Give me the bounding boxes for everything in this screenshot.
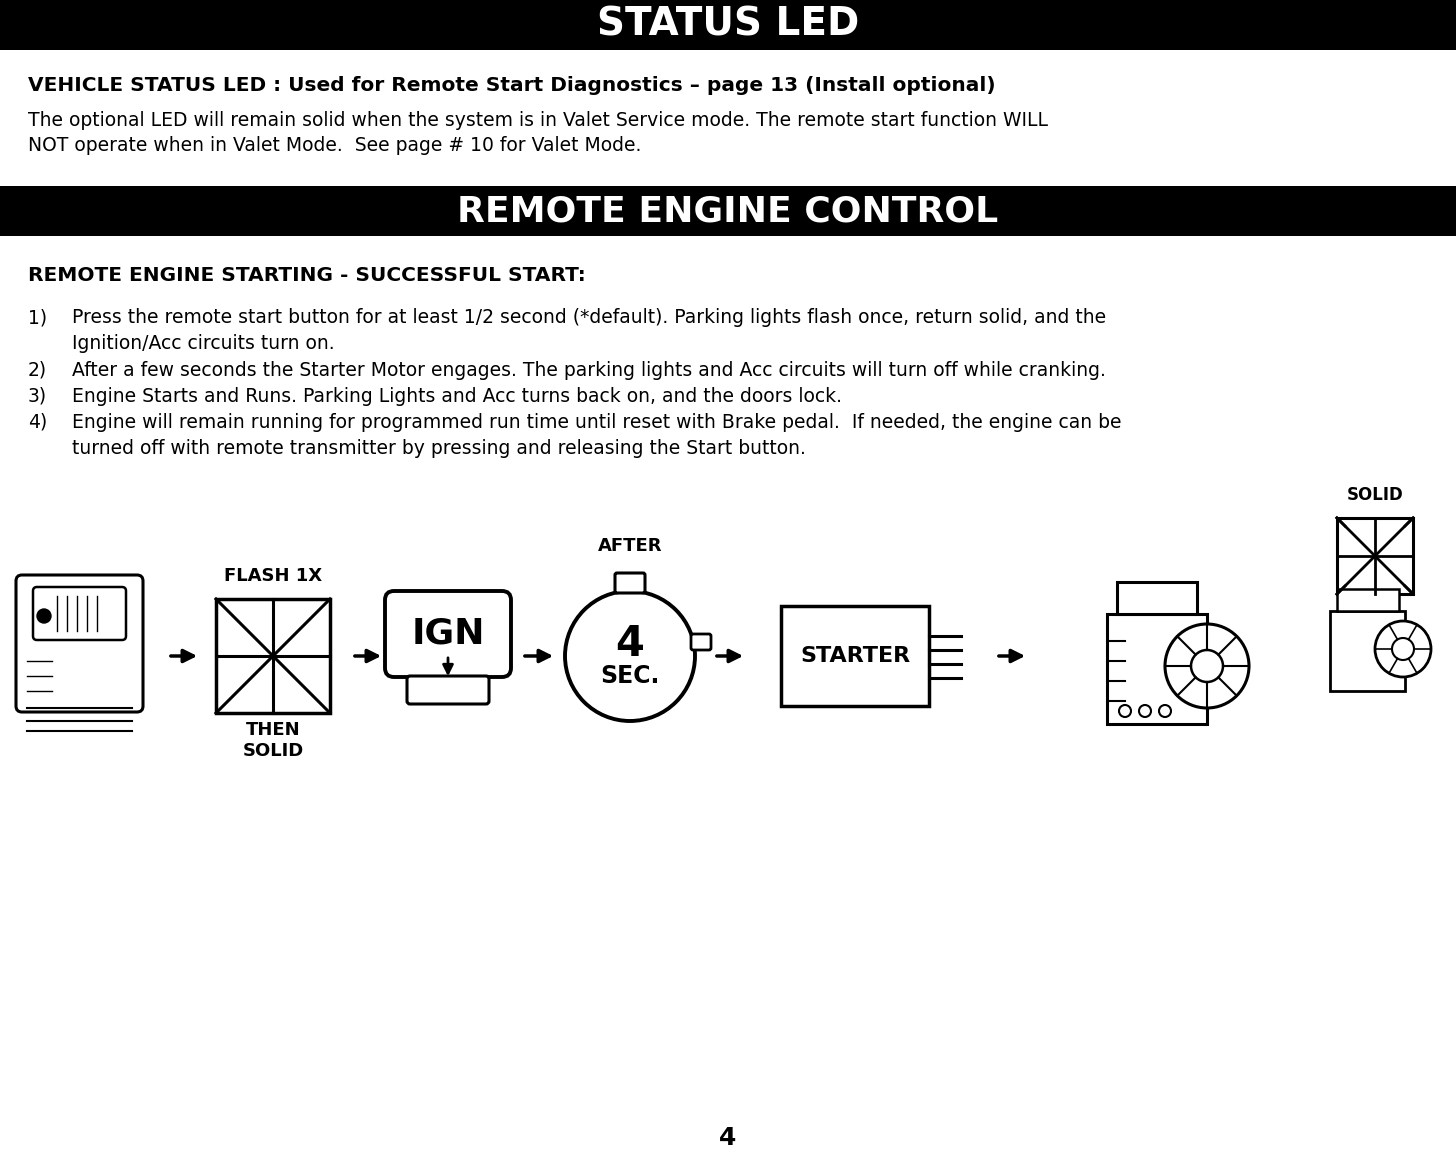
Text: REMOTE ENGINE CONTROL: REMOTE ENGINE CONTROL — [457, 194, 999, 229]
Circle shape — [1159, 705, 1171, 717]
Text: IGN: IGN — [411, 617, 485, 651]
Circle shape — [1139, 705, 1152, 717]
Text: NOT operate when in Valet Mode.  See page # 10 for Valet Mode.: NOT operate when in Valet Mode. See page… — [28, 136, 642, 155]
Text: 2): 2) — [28, 361, 47, 380]
Circle shape — [36, 609, 51, 623]
Text: 4): 4) — [28, 413, 47, 431]
FancyBboxPatch shape — [614, 573, 645, 593]
Text: FLASH 1X: FLASH 1X — [224, 567, 322, 585]
Text: VEHICLE STATUS LED : Used for Remote Start Diagnostics – page 13 (Install option: VEHICLE STATUS LED : Used for Remote Sta… — [28, 76, 996, 94]
Bar — [1107, 614, 1207, 724]
Text: After a few seconds the Starter Motor engages. The parking lights and Acc circui: After a few seconds the Starter Motor en… — [71, 361, 1107, 380]
Bar — [780, 606, 929, 705]
FancyBboxPatch shape — [16, 575, 143, 712]
Bar — [1329, 611, 1405, 691]
Bar — [1337, 589, 1399, 611]
Bar — [1117, 582, 1197, 614]
Text: STARTER: STARTER — [799, 646, 910, 666]
Text: Engine Starts and Runs. Parking Lights and Acc turns back on, and the doors lock: Engine Starts and Runs. Parking Lights a… — [71, 387, 842, 406]
Text: Press the remote start button for at least 1/2 second (*default). Parking lights: Press the remote start button for at lea… — [71, 308, 1107, 326]
FancyBboxPatch shape — [692, 634, 711, 649]
FancyBboxPatch shape — [408, 676, 489, 704]
Text: turned off with remote transmitter by pressing and releasing the Start button.: turned off with remote transmitter by pr… — [71, 440, 805, 458]
Circle shape — [1374, 621, 1431, 677]
Bar — [0, 0, 1456, 50]
Text: SOLID: SOLID — [1347, 486, 1404, 504]
Bar — [215, 599, 331, 712]
Text: 3): 3) — [28, 387, 47, 406]
Text: REMOTE ENGINE STARTING - SUCCESSFUL START:: REMOTE ENGINE STARTING - SUCCESSFUL STAR… — [28, 266, 585, 285]
Circle shape — [1165, 624, 1249, 708]
Text: Engine will remain running for programmed run time until reset with Brake pedal.: Engine will remain running for programme… — [71, 413, 1121, 431]
Text: AFTER: AFTER — [598, 538, 662, 555]
Text: The optional LED will remain solid when the system is in Valet Service mode. The: The optional LED will remain solid when … — [28, 111, 1048, 129]
Bar — [1337, 518, 1412, 593]
Circle shape — [565, 591, 695, 721]
Text: 1): 1) — [28, 308, 47, 326]
Text: SEC.: SEC. — [600, 663, 660, 688]
Text: THEN
SOLID: THEN SOLID — [242, 721, 304, 760]
Text: Ignition/Acc circuits turn on.: Ignition/Acc circuits turn on. — [71, 333, 335, 353]
FancyBboxPatch shape — [384, 591, 511, 677]
FancyBboxPatch shape — [33, 586, 127, 640]
Text: STATUS LED: STATUS LED — [597, 6, 859, 44]
Text: 4: 4 — [616, 623, 645, 665]
Circle shape — [1392, 638, 1414, 660]
Bar — [0, 187, 1456, 236]
Circle shape — [1120, 705, 1131, 717]
Circle shape — [1191, 649, 1223, 682]
Text: 4: 4 — [719, 1126, 737, 1150]
